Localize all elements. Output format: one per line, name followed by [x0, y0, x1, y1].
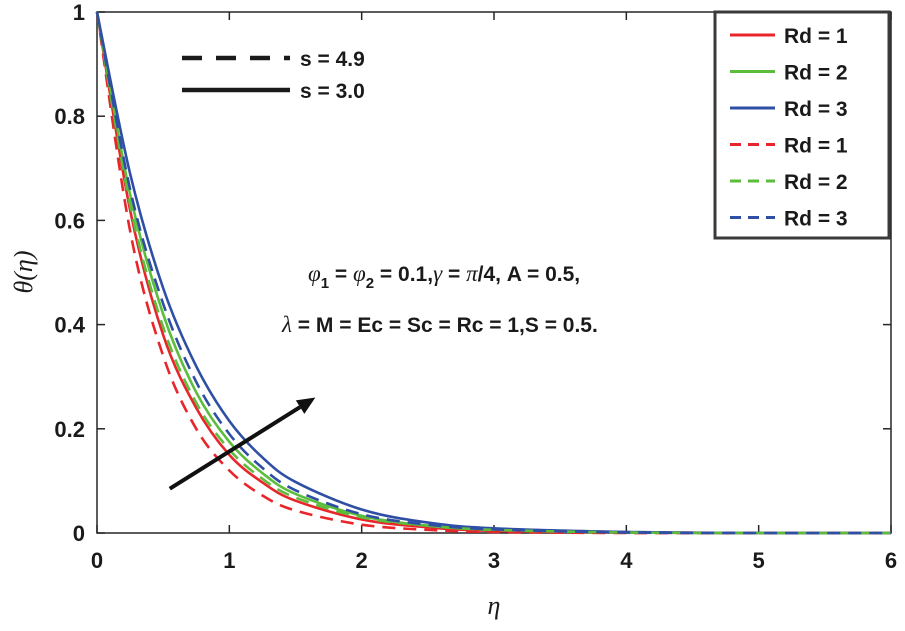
x-tick-label: 2: [356, 548, 368, 573]
tick-labels: 0 1 2 3 4 5 6 0 0.2 0.4 0.6 0.8 1: [54, 0, 897, 573]
legend-box: [713, 10, 891, 240]
legend-label: Rd = 2: [784, 62, 848, 85]
series-line-rd-2-dashed: [95, 11, 892, 535]
curves: [95, 11, 892, 535]
annotation-line-1: φ1 = φ2 = 0.1,γ = π/4, A = 0.5,: [308, 261, 580, 292]
x-tick-label: 5: [753, 548, 765, 573]
y-tick-label: 1: [73, 0, 85, 25]
trend-arrow: [168, 397, 316, 491]
x-tick-label: 6: [885, 548, 897, 573]
legend: Rd = 1 Rd = 2 Rd = 3 Rd = 1 Rd = 2 Rd = 3: [713, 10, 891, 240]
arrow-shaft: [168, 405, 302, 491]
y-axis-label: θ(η): [9, 251, 38, 294]
y-tick-label: 0.4: [54, 313, 85, 338]
arrow-head: [295, 397, 316, 414]
legend-label: Rd = 3: [784, 98, 848, 121]
y-tick-label: 0: [73, 521, 85, 546]
style-legend: s = 4.9 s = 3.0: [182, 48, 365, 103]
style-legend-label: s = 3.0: [300, 80, 365, 103]
x-axis-label: η: [488, 591, 501, 620]
legend-label: Rd = 3: [784, 208, 848, 231]
series-line-rd-3-dashed: [95, 11, 892, 535]
x-tick-label: 0: [91, 548, 103, 573]
x-tick-label: 3: [488, 548, 500, 573]
annotation-line-2: λ = M = Ec = Sc = Rc = 1,S = 0.5.: [281, 312, 598, 337]
y-tick-label: 0.2: [54, 417, 85, 442]
y-tick-label: 0.8: [54, 104, 85, 129]
legend-label: Rd = 2: [784, 171, 848, 194]
y-tick-label: 0.6: [54, 208, 85, 233]
legend-label: Rd = 1: [784, 25, 848, 48]
x-tick-label: 4: [620, 548, 633, 573]
series-line-rd-1-dashed: [95, 11, 891, 535]
x-tick-label: 1: [223, 548, 235, 573]
legend-label: Rd = 1: [784, 135, 848, 158]
style-legend-label: s = 4.9: [300, 48, 365, 71]
